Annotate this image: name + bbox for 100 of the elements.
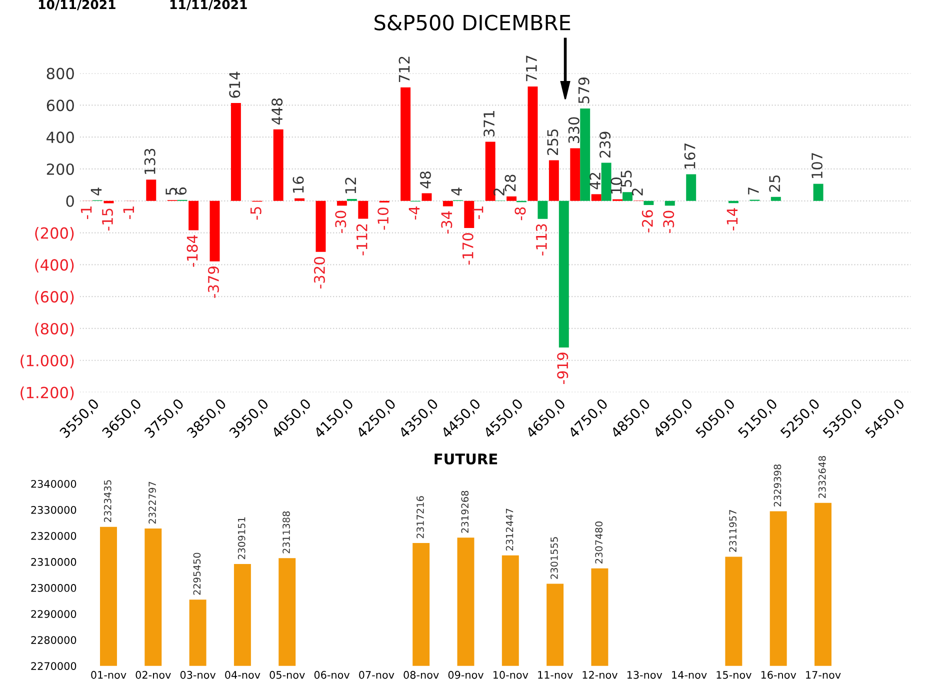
bar xyxy=(548,160,559,201)
data-label: 2309151 xyxy=(238,517,246,560)
data-label: 448 xyxy=(272,98,283,125)
bar xyxy=(336,200,347,206)
x-tick-label: 01-nov xyxy=(91,670,126,679)
bar xyxy=(813,184,824,201)
bar xyxy=(728,200,738,204)
x-tick-label: 16-nov xyxy=(761,670,796,679)
x-tick-label: 12-nov xyxy=(582,670,618,679)
data-label: 2295450 xyxy=(193,552,201,595)
data-label: 10 xyxy=(610,178,622,194)
y-tick-label: (200) xyxy=(35,226,74,241)
x-tick-label: 04-nov xyxy=(225,670,260,679)
data-label: 16 xyxy=(292,176,304,193)
x-tick-label: 05-nov xyxy=(270,670,305,679)
bar xyxy=(273,129,284,201)
x-tick-label: 10-nov xyxy=(493,670,528,679)
data-label: 25 xyxy=(769,175,780,192)
y-tick-label: 2270000 xyxy=(31,662,76,670)
x-tick-label: 07-nov xyxy=(359,670,394,679)
data-label: -8 xyxy=(514,207,526,220)
y-tick-label: 2320000 xyxy=(31,532,76,540)
text: 11/11/2021 xyxy=(170,0,247,10)
data-label: 2 xyxy=(494,188,504,196)
data-label: 7 xyxy=(748,188,759,194)
x-tick-label: 03-nov xyxy=(180,670,216,679)
y-tick-label: 2280000 xyxy=(31,636,76,644)
data-label: 107 xyxy=(811,153,823,178)
data-label: 2312447 xyxy=(506,508,514,551)
y-tick-label: 0 xyxy=(66,195,74,207)
data-label: -14 xyxy=(726,208,738,230)
data-label: 2317216 xyxy=(416,496,424,538)
data-label: 2311388 xyxy=(282,511,290,554)
data-label: 2319268 xyxy=(461,490,469,533)
bar xyxy=(316,200,326,252)
data-label: 614 xyxy=(229,72,240,98)
x-tick-label: 11-nov xyxy=(538,671,573,679)
bar xyxy=(558,200,569,348)
bar xyxy=(528,86,538,201)
y-tick-label: 2330000 xyxy=(31,506,76,514)
data-label: 712 xyxy=(398,56,410,82)
data-label: -5 xyxy=(250,207,262,220)
x-tick-label: 02-nov xyxy=(136,670,171,679)
y-tick-label: 400 xyxy=(46,132,74,144)
data-label: -379 xyxy=(208,266,219,298)
x-tick-label: 15-nov xyxy=(716,671,752,679)
bar xyxy=(591,194,602,201)
bar xyxy=(664,200,675,206)
x-tick-label: 08-nov xyxy=(404,670,439,679)
data-label: -170 xyxy=(462,233,474,265)
data-label: -34 xyxy=(441,211,452,234)
bar xyxy=(770,196,781,201)
data-label: 42 xyxy=(590,172,600,190)
bar xyxy=(538,200,548,219)
data-label: -1 xyxy=(123,206,134,220)
data-label: 579 xyxy=(578,78,590,104)
data-label: 2 xyxy=(632,188,643,196)
data-label: 5 xyxy=(166,188,177,195)
data-label: -320 xyxy=(314,257,325,288)
data-label: 2323435 xyxy=(104,480,112,522)
y-tick-label: 2340000 xyxy=(31,480,76,488)
data-label: 2332648 xyxy=(818,456,826,498)
data-label: 167 xyxy=(684,143,696,168)
y-tick-label: 2290000 xyxy=(31,610,76,618)
bar xyxy=(188,200,199,230)
data-label: 255 xyxy=(547,129,558,155)
data-label: -1 xyxy=(80,206,92,220)
bar xyxy=(230,102,241,201)
data-label: 55 xyxy=(620,170,632,187)
data-label: 330 xyxy=(568,117,580,143)
data-label: -10 xyxy=(378,208,389,230)
bar xyxy=(422,193,432,201)
data-label: -184 xyxy=(186,235,198,267)
data-label: 4 xyxy=(90,188,102,196)
bar xyxy=(464,200,474,228)
y-tick-label: 2310000 xyxy=(31,558,76,566)
data-label: 2311957 xyxy=(729,510,737,552)
bar xyxy=(506,196,517,201)
bar xyxy=(358,200,368,219)
data-label: -30 xyxy=(663,210,674,233)
y-tick-label: (400) xyxy=(35,258,74,272)
y-tick-label: (800) xyxy=(35,322,74,336)
y-tick-label: (1.200) xyxy=(20,386,74,400)
bar xyxy=(644,200,654,206)
data-label: -15 xyxy=(102,208,113,231)
data-label: 4 xyxy=(451,188,462,196)
bar xyxy=(622,192,632,201)
data-label: 2329398 xyxy=(774,464,782,506)
data-label: 2301555 xyxy=(550,537,558,579)
data-label: 12 xyxy=(345,178,356,194)
data-label: 48 xyxy=(420,172,431,188)
bar xyxy=(294,198,305,201)
data-label: -112 xyxy=(356,224,368,256)
bar xyxy=(601,162,612,201)
y-tick-label: 2300000 xyxy=(31,584,76,592)
data-label: -919 xyxy=(557,352,568,384)
text: 10/11/2021 xyxy=(38,0,116,10)
y-tick-label: 200 xyxy=(46,163,74,176)
data-label: 717 xyxy=(526,56,537,82)
bar xyxy=(580,108,590,201)
